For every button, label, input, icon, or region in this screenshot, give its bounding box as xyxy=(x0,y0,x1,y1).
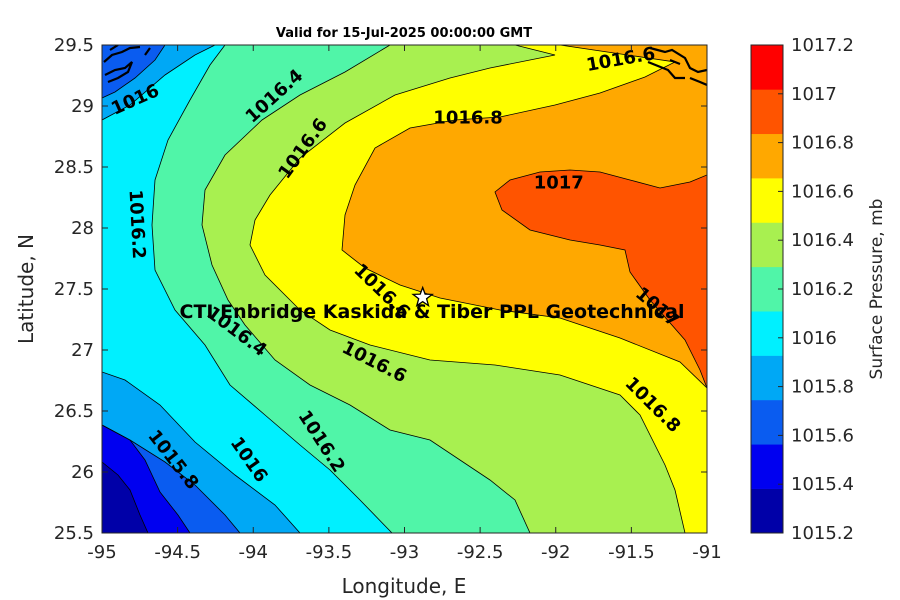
colorbar-tick-label: 1015.4 xyxy=(791,474,854,495)
y-axis: 25.5 26 26.5 27 27.5 28 28.5 29 29.5 xyxy=(54,35,707,544)
chart-title: Valid for 15-Jul-2025 00:00:00 GMT xyxy=(276,26,532,41)
contour-line-1016-top xyxy=(102,45,216,121)
x-axis-title: Longitude, E xyxy=(342,574,467,598)
colorbar-segment xyxy=(751,399,783,445)
coastline-top-right xyxy=(647,46,707,87)
x-tick-label: -94.5 xyxy=(154,542,201,563)
colorbar-tick-label: 1016.8 xyxy=(791,133,854,154)
colorbar-tick-label: 1015.8 xyxy=(791,377,854,398)
colorbar-segment xyxy=(751,355,783,401)
contour-line-1016.8 xyxy=(341,45,707,389)
y-axis-title: Latitude, N xyxy=(14,234,38,344)
colorbar-segment xyxy=(751,311,783,356)
x-tick-label: -91 xyxy=(692,542,721,563)
y-tick-label: 28 xyxy=(71,218,94,239)
colorbar-tick-label: 1015.2 xyxy=(791,523,854,544)
contour-line-1016.4 xyxy=(201,45,531,533)
y-tick-label: 26.5 xyxy=(54,401,94,422)
colorbar-segment xyxy=(751,222,783,268)
colorbar-segment xyxy=(751,133,783,179)
colorbar-tick-label: 1016.4 xyxy=(791,230,854,251)
colorbar-segment xyxy=(751,266,783,312)
band-1017.2 xyxy=(495,170,707,388)
band-bottom-left-1015.4 xyxy=(102,462,148,533)
y-tick-label: 25.5 xyxy=(54,523,94,544)
contour-line-1016.6 xyxy=(249,45,686,533)
y-tick-label: 28.5 xyxy=(54,157,94,178)
contour-line-1017 xyxy=(494,169,707,389)
colorbar-tick-label: 1015.6 xyxy=(791,425,854,446)
colorbar-title: Surface Pressure, mb xyxy=(867,199,887,380)
colorbar-segment xyxy=(751,488,783,534)
colorbar-segment xyxy=(751,178,783,223)
colorbar-segment xyxy=(751,89,783,135)
y-tick-label: 27 xyxy=(71,340,94,361)
colorbar-tick-label: 1016.2 xyxy=(791,279,854,300)
colorbar: 1015.2 1015.4 1015.6 1015.8 1016 1016.2 1016.4… xyxy=(750,35,854,544)
y-tick-label: 26 xyxy=(71,462,94,483)
colorbar-tick-label: 1017 xyxy=(791,84,837,105)
x-tick-label: -92 xyxy=(541,542,570,563)
contour-label: 1016.2 xyxy=(124,189,149,259)
contour-label: 1016.8 xyxy=(433,108,502,129)
x-tick-label: -91.5 xyxy=(608,542,655,563)
contour-line-1015.8 xyxy=(102,371,301,533)
y-tick-label: 29.5 xyxy=(54,35,94,56)
colorbar-segment xyxy=(751,444,783,489)
colorbar-tick-label: 1016.6 xyxy=(791,181,854,202)
coastline-top-left xyxy=(103,45,151,84)
colorbar-segment xyxy=(751,45,783,90)
x-tick-label: -95 xyxy=(87,542,116,563)
x-tick-label: -92.5 xyxy=(457,542,504,563)
colorbar-tick-label: 1016 xyxy=(791,328,837,349)
x-tick-label: -93.5 xyxy=(306,542,353,563)
contour-lines xyxy=(102,45,707,533)
contour-line-1016.2-left xyxy=(151,45,393,533)
contour-line-1015.4 xyxy=(102,461,149,533)
colorbar-tick-label: 1017.2 xyxy=(791,35,854,56)
coastline xyxy=(103,45,707,87)
site-marker xyxy=(411,285,434,308)
y-tick-label: 27.5 xyxy=(54,279,94,300)
contour-label: 1017 xyxy=(534,172,584,193)
x-axis: -95 -94.5 -94 -93.5 -93 -92.5 -92 -91.5 -91 xyxy=(87,45,722,563)
y-tick-label: 29 xyxy=(71,96,94,117)
contour-line-top-left xyxy=(102,45,166,99)
contour-line-1015.6 xyxy=(102,424,191,533)
band-top-left xyxy=(102,45,165,98)
site-label: CTI Enbridge Kaskida & Tiber PPL Geotech… xyxy=(180,301,685,323)
x-tick-label: -94 xyxy=(239,542,268,563)
star-icon xyxy=(411,285,434,308)
x-tick-label: -93 xyxy=(390,542,419,563)
